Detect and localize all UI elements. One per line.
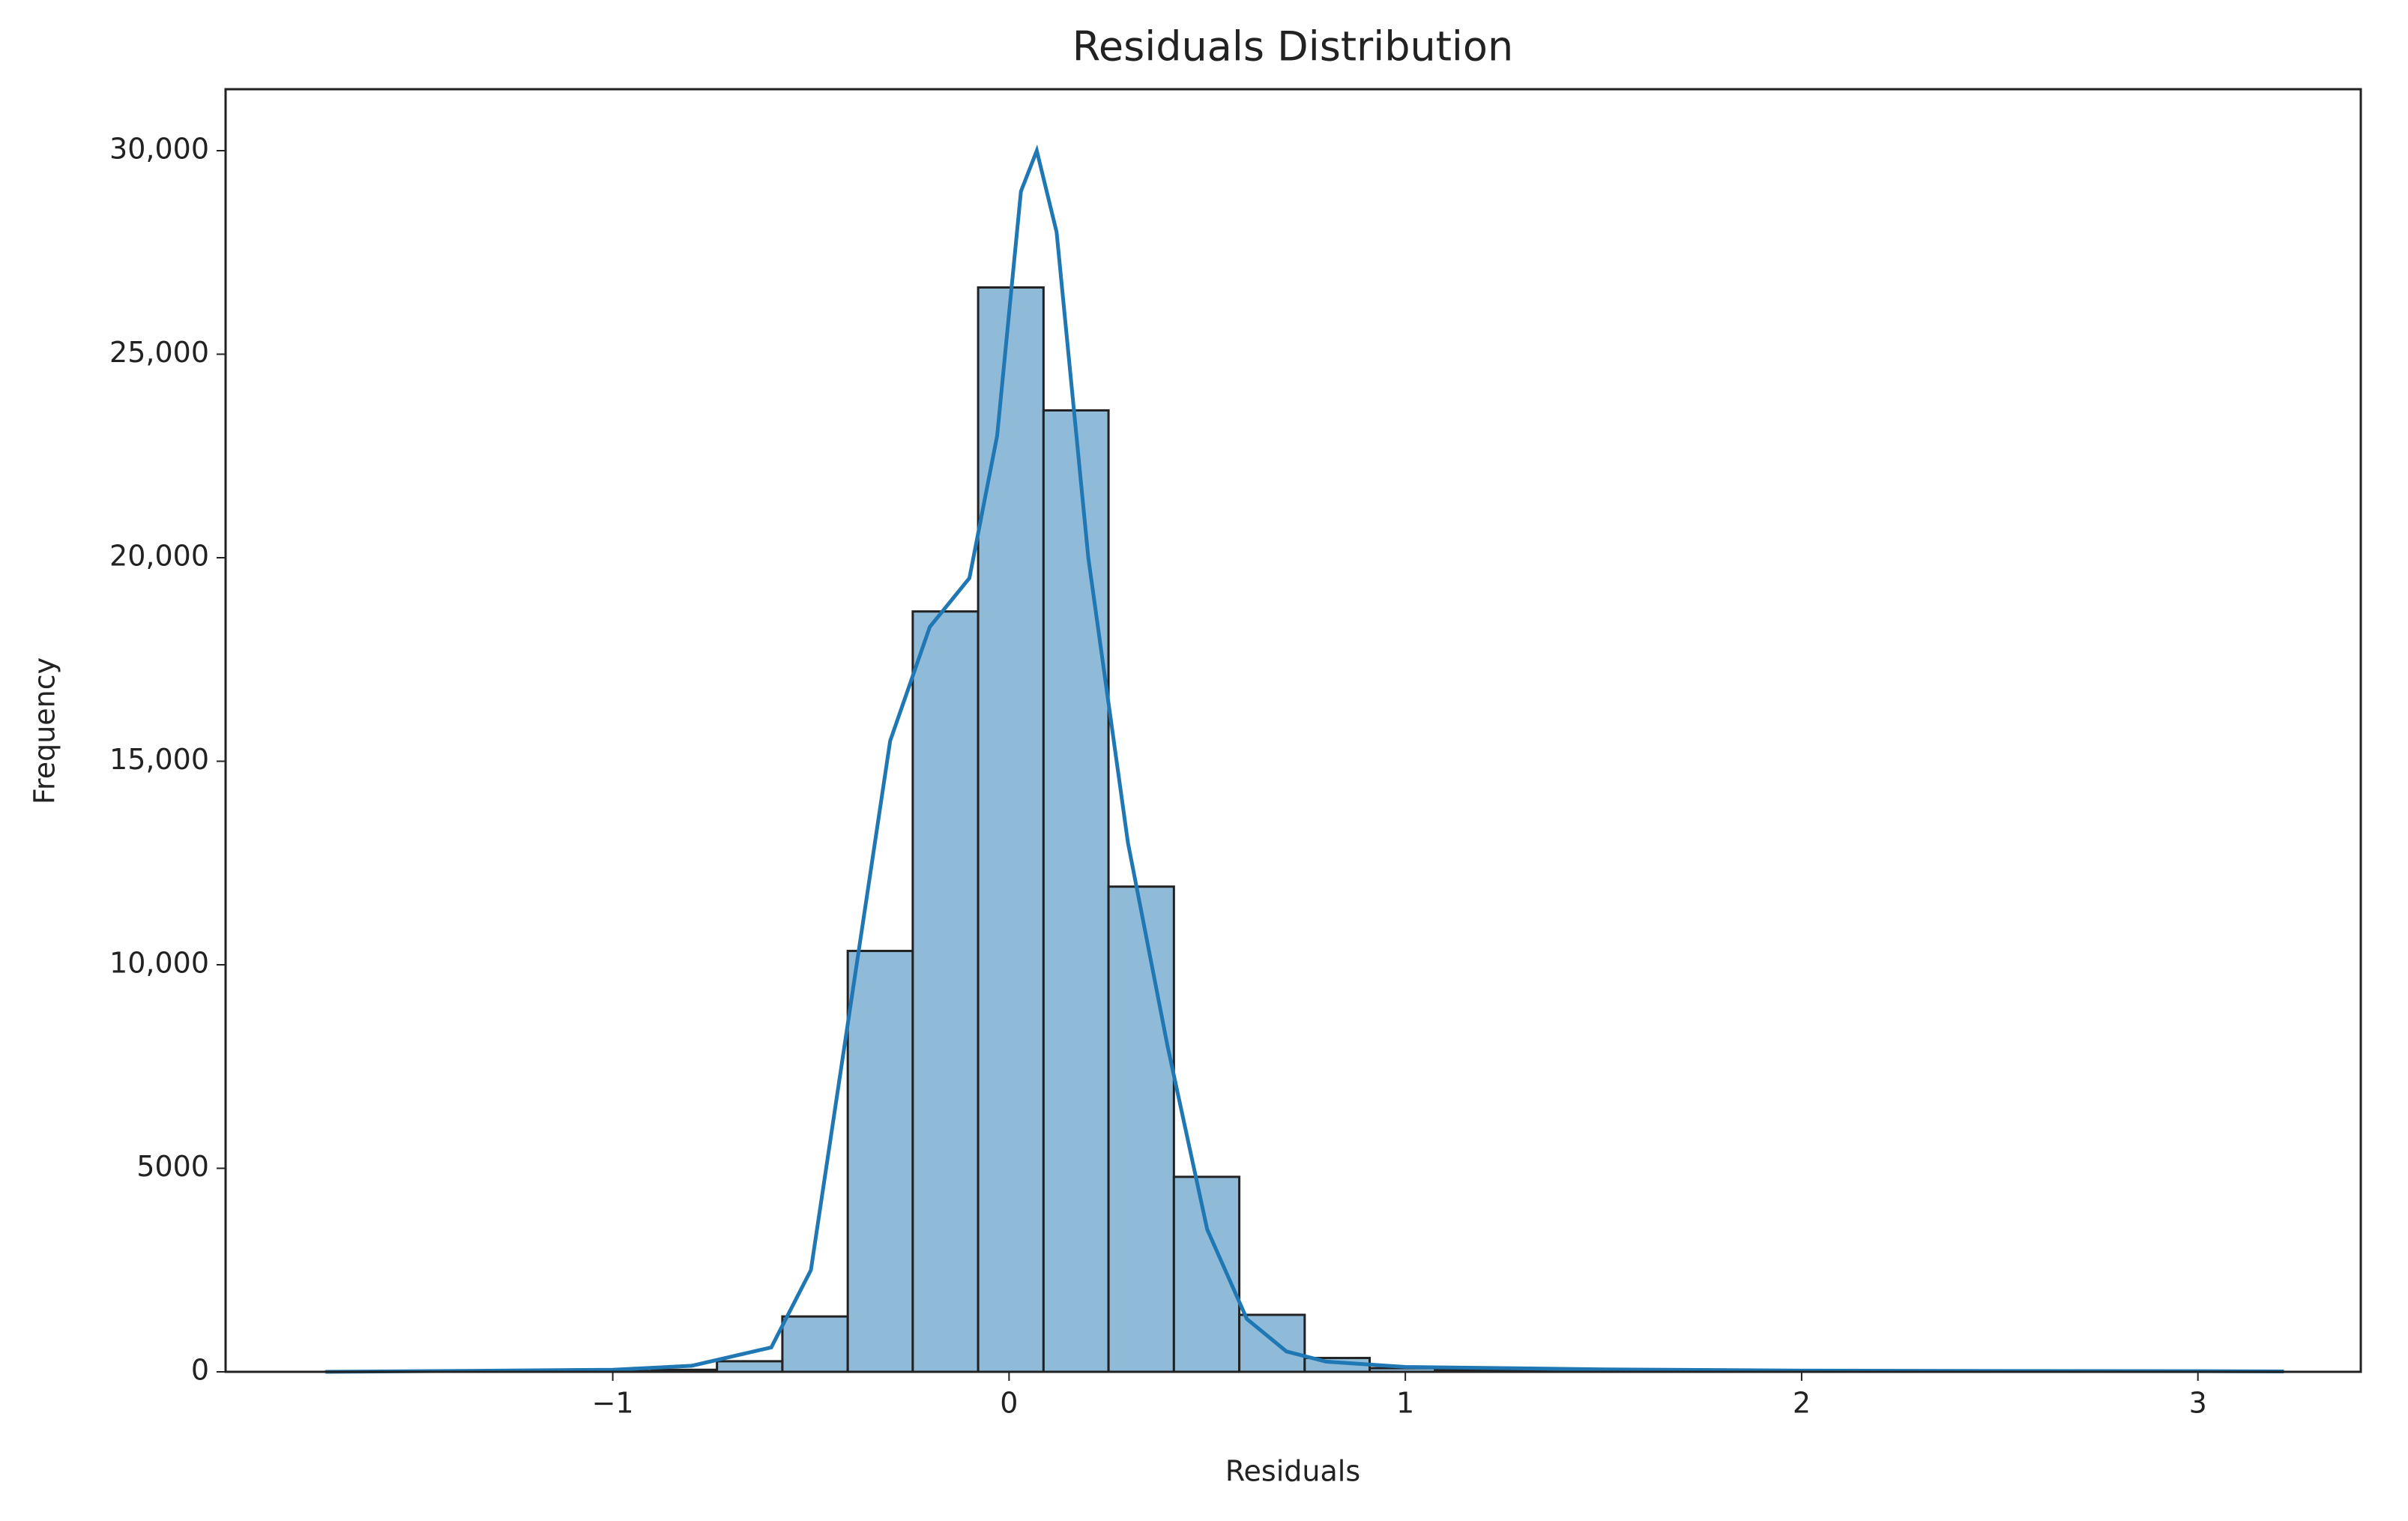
y-tick-label: 15,000 [109,743,209,776]
x-tick-label: −1 [592,1387,634,1420]
bar [1238,1313,1306,1373]
chart-title: Residuals Distribution [1072,23,1513,70]
x-tick-label: 0 [1000,1387,1018,1420]
bar [716,1360,784,1373]
x-tick-label: 1 [1396,1387,1414,1420]
y-tick-label: 30,000 [109,132,209,165]
y-tick-label: 10,000 [109,946,209,979]
y-tick-label: 20,000 [109,539,209,572]
bar [1042,409,1110,1373]
y-tick-label: 25,000 [109,336,209,369]
y-tick-label: 5000 [136,1150,209,1183]
bar [781,1315,849,1373]
x-axis-label: Residuals [1225,1455,1360,1488]
bar [1107,885,1175,1373]
bar [1172,1175,1241,1373]
x-tick-label: 3 [2189,1387,2207,1420]
kde-line [325,144,2284,1374]
bar [977,286,1045,1373]
bar [911,610,980,1373]
y-axis-label: Frequency [28,657,61,804]
plot-frame [224,88,2362,1373]
x-tick-label: 2 [1793,1387,1811,1420]
bar [846,950,914,1373]
y-tick-label: 0 [191,1354,209,1387]
